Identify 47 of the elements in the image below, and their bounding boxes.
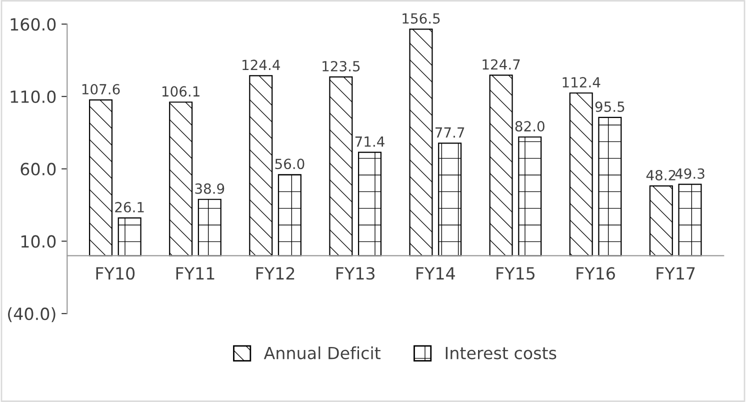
x-tick-label: FY16 <box>576 267 615 280</box>
x-tick-label: FY12 <box>256 267 294 280</box>
legend-label: Interest costs <box>446 346 556 360</box>
x-tick-label: FY10 <box>96 267 135 280</box>
bar <box>89 99 113 256</box>
x-tick-label: FY11 <box>176 267 214 280</box>
bar <box>198 198 222 256</box>
data-label: 49.3 <box>675 168 704 179</box>
bar <box>489 74 513 256</box>
bar <box>438 142 462 256</box>
data-label: 124.4 <box>242 60 280 70</box>
data-label: 123.5 <box>322 60 360 72</box>
bar <box>598 116 622 256</box>
bar <box>249 75 273 256</box>
bar <box>118 217 142 256</box>
x-tick-label: FY15 <box>496 267 534 280</box>
data-label: 95.5 <box>595 101 624 112</box>
data-label: 77.7 <box>435 127 464 138</box>
bar <box>169 102 193 256</box>
data-label: 71.4 <box>355 136 384 147</box>
x-tick-label: FY17 <box>656 267 695 280</box>
y-tick-label: 160.0 <box>10 18 56 31</box>
data-label: 56.0 <box>275 158 304 170</box>
data-label: 107.6 <box>82 84 120 94</box>
data-label: 112.4 <box>562 77 600 88</box>
y-tick-label: 60.0 <box>20 162 56 176</box>
data-label: 124.7 <box>482 59 520 70</box>
x-tick-label: FY13 <box>336 267 375 280</box>
bar <box>409 28 433 256</box>
bar <box>329 76 353 256</box>
bar <box>518 136 542 256</box>
x-tick-label: FY14 <box>416 267 455 280</box>
bar <box>358 152 382 256</box>
legend-label: Annual Deficit <box>264 346 380 360</box>
data-label: 48.2 <box>646 170 676 180</box>
bar <box>569 92 593 256</box>
y-tick-label: 110.0 <box>10 90 56 104</box>
data-label: 82.0 <box>515 121 544 132</box>
bar <box>649 185 673 256</box>
data-label: 26.1 <box>115 202 144 212</box>
y-tick-label: (40.0) <box>8 307 56 322</box>
data-label: 106.1 <box>162 86 200 97</box>
data-label: 156.5 <box>402 13 440 24</box>
bar <box>278 174 302 256</box>
y-tick-label: 10.0 <box>21 235 56 248</box>
bar <box>678 184 702 256</box>
data-label: 38.9 <box>195 183 224 194</box>
